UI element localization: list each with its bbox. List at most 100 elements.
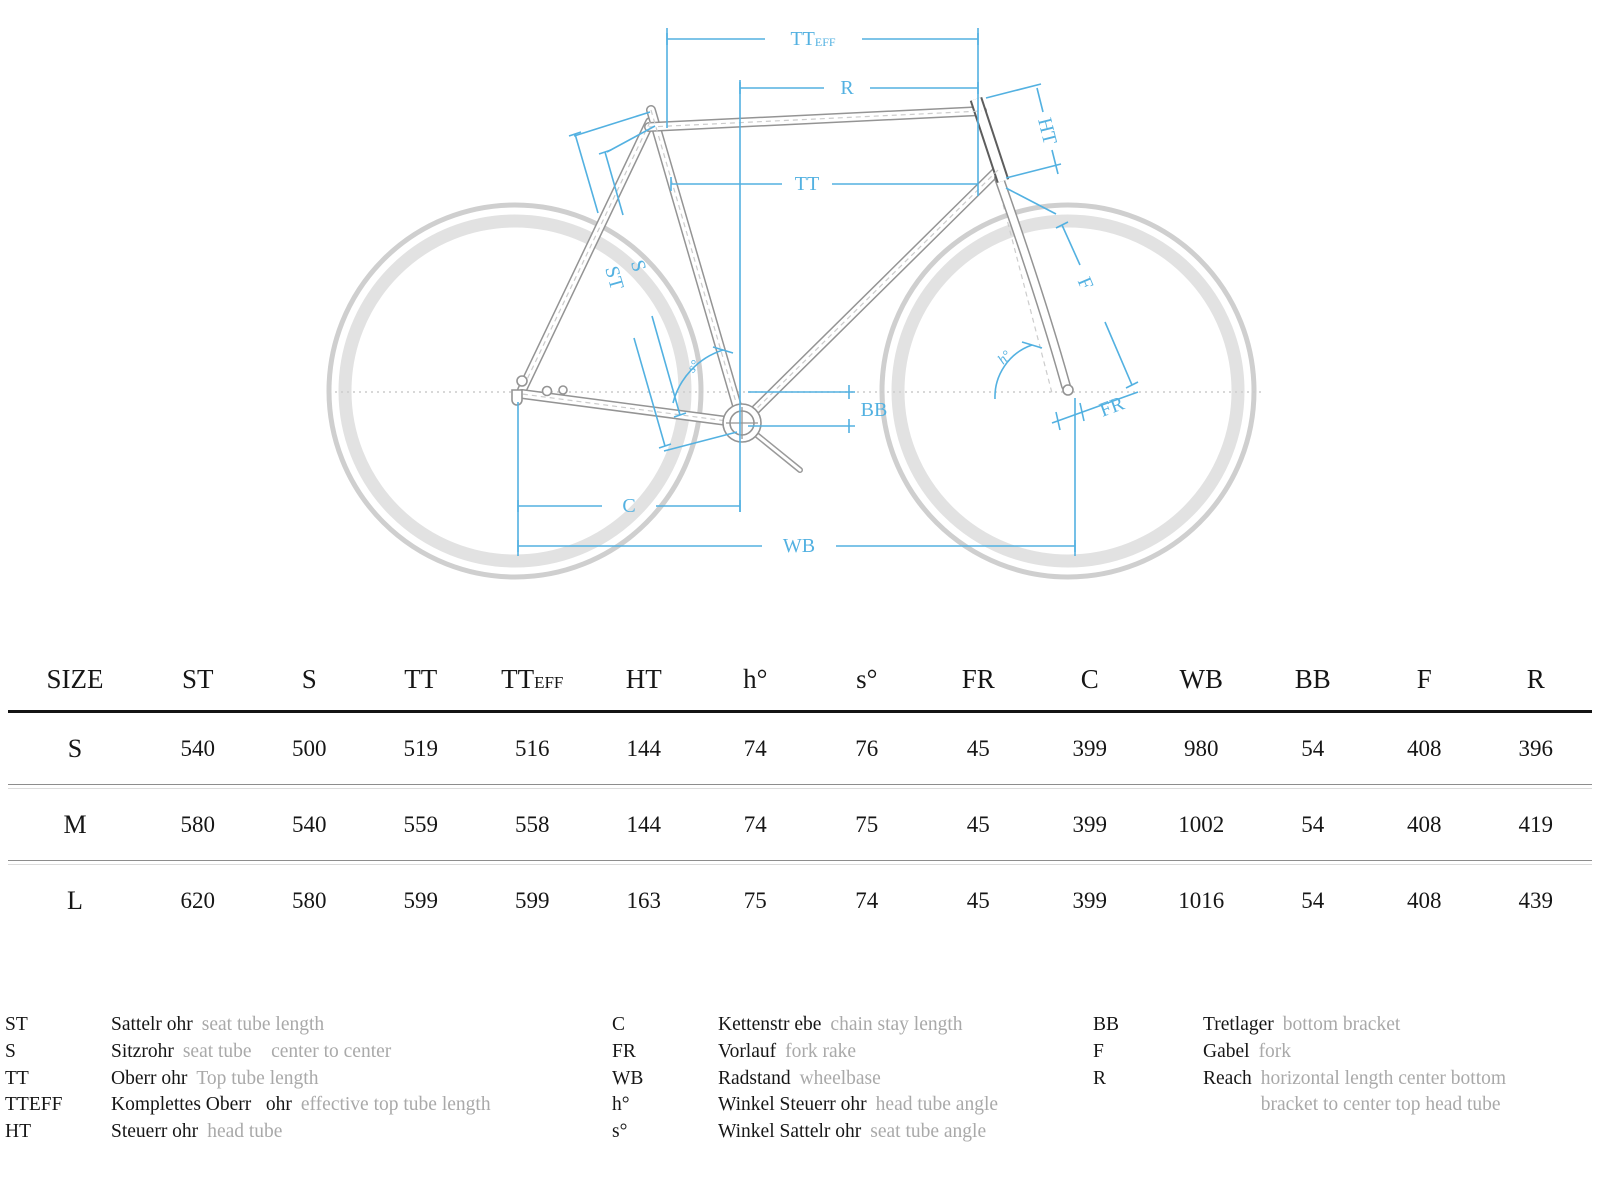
row-divider bbox=[8, 860, 1592, 865]
front-wheel bbox=[879, 202, 1257, 580]
value-cell: 45 bbox=[966, 811, 990, 837]
value-cell: 54 bbox=[1301, 887, 1325, 913]
rear-wheel bbox=[326, 202, 704, 580]
tube-centerlines bbox=[521, 109, 999, 424]
legend-item: R Reach horizontal length center bottom br… bbox=[1093, 1067, 1511, 1116]
dim-label-tt: TT bbox=[795, 173, 819, 195]
legend-item: TT Oberr ohr Top tube length bbox=[5, 1067, 319, 1089]
dim-label-bb: BB bbox=[861, 399, 888, 421]
legend-item: C Kettenstr ebe chain stay length bbox=[612, 1014, 963, 1035]
dim-label-f: F bbox=[1073, 274, 1098, 293]
header-cell-wb: WB bbox=[1179, 663, 1224, 694]
dim-label-ht: HT bbox=[1033, 116, 1061, 147]
header-cell-bb: BB bbox=[1294, 663, 1331, 694]
value-cell: 399 bbox=[1072, 887, 1108, 913]
value-cell: 75 bbox=[855, 811, 879, 837]
legend-item: TTEFF Komplettes Oberr ohr effective top t… bbox=[5, 1094, 491, 1116]
value-cell: 599 bbox=[403, 887, 439, 913]
value-cell: 399 bbox=[1072, 811, 1108, 837]
legend-item: ST Sattelr ohr seat tube length bbox=[5, 1014, 325, 1035]
front-dropout bbox=[1062, 384, 1074, 396]
value-cell: 408 bbox=[1407, 811, 1442, 837]
size-label: S bbox=[67, 733, 83, 763]
value-cell: 580 bbox=[180, 811, 216, 837]
legend-column-3: BB Tretlager bottom bracket F Gabel fork R Re… bbox=[1093, 1012, 1537, 1119]
value-cell: 540 bbox=[180, 735, 216, 761]
steering-axis-centerline bbox=[975, 99, 1053, 394]
header-cell-st: ST bbox=[181, 663, 214, 694]
header-cell-c: C bbox=[1080, 663, 1099, 694]
value-cell: 75 bbox=[743, 887, 767, 913]
value-cell: 408 bbox=[1407, 735, 1442, 761]
value-cell: 45 bbox=[966, 735, 990, 761]
header-cell-s-angle: s° bbox=[856, 663, 878, 694]
table-row-size-s: S 540 500 519 516 144 74 76 45 399 980 5… bbox=[8, 713, 1592, 784]
header-cell-f: F bbox=[1416, 663, 1432, 694]
dimension-lines bbox=[517, 28, 1139, 556]
legend-column-1: ST Sattelr ohr seat tube length S Sitzrohr s… bbox=[5, 1012, 491, 1146]
value-cell: 516 bbox=[515, 735, 550, 761]
legend-item: S Sitzrohr seat tube center to center bbox=[5, 1040, 392, 1062]
value-cell: 144 bbox=[626, 811, 662, 837]
table-row-size-l: L 620 580 599 599 163 75 74 45 399 1016 … bbox=[8, 865, 1592, 936]
bike-geometry-svg: TTEFF R TT HT ST S s° h° F FR BB C WB bbox=[326, 28, 1262, 580]
value-cell: 1002 bbox=[1178, 811, 1225, 837]
value-cell: 74 bbox=[743, 735, 767, 761]
value-cell: 76 bbox=[855, 735, 879, 761]
value-cell: 396 bbox=[1518, 735, 1554, 761]
header-cell-size: SIZE bbox=[46, 663, 104, 694]
value-cell: 558 bbox=[515, 811, 550, 837]
header-cell-fr: FR bbox=[961, 663, 995, 694]
value-cell: 399 bbox=[1072, 735, 1108, 761]
header-divider bbox=[8, 710, 1592, 713]
value-cell: 980 bbox=[1184, 735, 1219, 761]
dim-label-r: R bbox=[840, 77, 854, 99]
abbreviation-legend: ST Sattelr ohr seat tube length S Sitzrohr s… bbox=[0, 1012, 1600, 1182]
value-cell: 144 bbox=[626, 735, 662, 761]
value-cell: 439 bbox=[1518, 887, 1554, 913]
value-cell: 580 bbox=[292, 887, 327, 913]
header-cell-ht: HT bbox=[625, 663, 662, 694]
header-cell-tt: TT bbox=[404, 663, 438, 694]
header-cell-r: R bbox=[1526, 663, 1545, 694]
value-cell: 408 bbox=[1407, 887, 1442, 913]
table-row-size-m: M 580 540 559 558 144 74 75 45 399 1002 … bbox=[8, 789, 1592, 860]
value-cell: 540 bbox=[292, 811, 327, 837]
legend-item: s° Winkel Sattelr ohr seat tube angle bbox=[612, 1121, 987, 1143]
value-cell: 419 bbox=[1518, 811, 1554, 837]
value-cell: 163 bbox=[626, 887, 662, 913]
dim-label-tteff: TTEFF bbox=[790, 28, 835, 50]
header-cell-s: S bbox=[301, 663, 317, 694]
frame-tubes bbox=[517, 96, 1071, 473]
dim-label-c: C bbox=[622, 495, 635, 517]
value-cell: 1016 bbox=[1178, 887, 1225, 913]
row-divider bbox=[8, 784, 1592, 789]
table-header-row: SIZE ST S TT TTEFF HT h° s° FR C WB BB F… bbox=[8, 648, 1592, 710]
value-cell: 500 bbox=[292, 735, 327, 761]
value-cell: 599 bbox=[515, 887, 550, 913]
legend-item: h° Winkel Steuerr ohr head tube angle bbox=[612, 1094, 999, 1116]
legend-column-2: C Kettenstr ebe chain stay length FR Vorlau… bbox=[612, 1012, 998, 1146]
legend-item: HT Steuerr ohr head tube bbox=[5, 1121, 283, 1143]
value-cell: 45 bbox=[966, 887, 990, 913]
legend-item: BB Tretlager bottom bracket bbox=[1093, 1014, 1401, 1035]
size-label: M bbox=[63, 809, 87, 839]
value-cell: 54 bbox=[1301, 735, 1325, 761]
dim-label-h-angle: h° bbox=[995, 348, 1015, 368]
bike-geometry-diagram: TTEFF R TT HT ST S s° h° F FR BB C WB bbox=[326, 28, 1262, 580]
header-cell-tteff: TTEFF bbox=[501, 663, 564, 694]
value-cell: 74 bbox=[855, 887, 879, 913]
bottom-bracket bbox=[722, 403, 762, 443]
legend-item: FR Vorlauf fork rake bbox=[612, 1040, 857, 1062]
value-cell: 519 bbox=[403, 735, 439, 761]
value-cell: 74 bbox=[743, 811, 767, 837]
dim-label-wb: WB bbox=[783, 535, 815, 557]
legend-item: F Gabel fork bbox=[1093, 1040, 1292, 1062]
value-cell: 54 bbox=[1301, 811, 1325, 837]
legend-item: WB Radstand wheelbase bbox=[612, 1067, 881, 1089]
geometry-table: SIZE ST S TT TTEFF HT h° s° FR C WB BB F… bbox=[8, 648, 1592, 936]
value-cell: 559 bbox=[403, 811, 439, 837]
value-cell: 620 bbox=[180, 887, 216, 913]
header-cell-h-angle: h° bbox=[743, 663, 768, 694]
